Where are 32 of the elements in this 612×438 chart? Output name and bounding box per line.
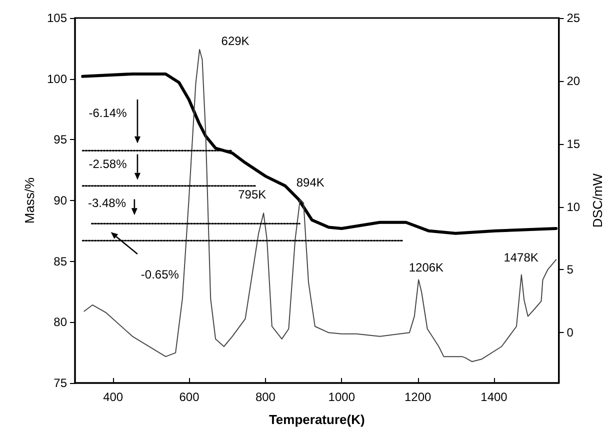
- annotation: 1206K: [408, 260, 444, 274]
- y-tick-label: 85: [54, 254, 68, 268]
- y-axis-title: Mass/%: [22, 176, 38, 224]
- y2-tick-label: 25: [566, 11, 580, 25]
- x-tick-label: 600: [179, 390, 200, 404]
- y-tick-label: 90: [54, 194, 68, 208]
- x-tick-label: 800: [255, 390, 276, 404]
- y2-tick-label: 10: [566, 200, 580, 214]
- annotation: -0.65%: [140, 268, 180, 282]
- x-tick-label: 1400: [480, 390, 508, 404]
- x-axis-title: Temperature(K): [268, 412, 365, 427]
- x-tick-label: 1200: [404, 390, 432, 404]
- y2-tick-label: 0: [566, 326, 574, 340]
- annotation: -2.58%: [88, 157, 128, 171]
- y-tick-label: 100: [46, 72, 68, 86]
- annotation: 1478K: [504, 250, 538, 265]
- y-tick-label: 105: [46, 11, 68, 25]
- x-tick-label: 400: [103, 390, 124, 404]
- y2-tick-label: 15: [566, 136, 580, 151]
- y2-tick-label: 5: [566, 262, 574, 277]
- y2-tick-label: 20: [566, 74, 580, 88]
- y-tick-label: 95: [54, 132, 68, 147]
- annotation: -3.48%: [88, 196, 126, 210]
- x-tick-label: 1000: [328, 390, 356, 404]
- annotation: 795K: [238, 187, 266, 202]
- annotation: -6.14%: [88, 106, 128, 120]
- y2-axis-title: DSC/mW: [590, 172, 605, 228]
- y-tick-label: 75: [54, 376, 68, 390]
- line-series: [84, 48, 557, 362]
- annotation: 629K: [221, 34, 250, 48]
- y-tick-label: 80: [54, 315, 68, 330]
- annotation: 894K: [296, 175, 324, 190]
